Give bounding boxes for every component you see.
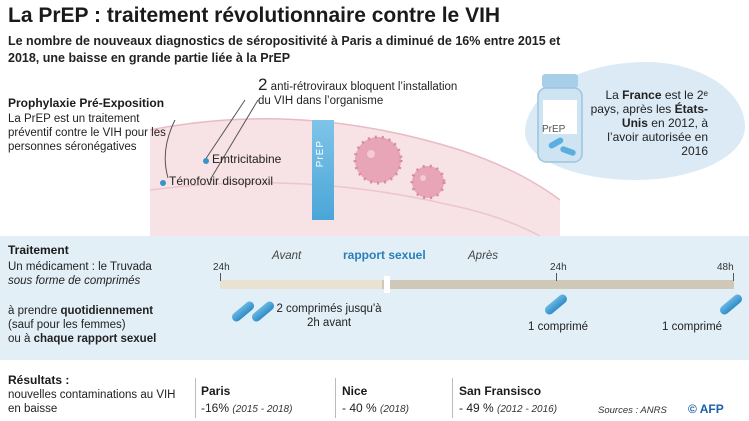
pill-bottle-icon [537,74,583,163]
value-san-francisco: - 49 % (2012 - 2016) [459,401,558,415]
prep-band-label: PrEP [315,140,326,168]
city-san-francisco: San Fransisco [459,384,542,398]
separator [335,378,336,418]
timeline-tick [733,273,734,281]
prophylaxie-text: La PrEP est un traitement préventif cont… [8,113,166,153]
prep-band [312,120,334,220]
timeline-tick [220,273,221,281]
resultats-text: nouvelles contaminations au VIH en baiss… [8,389,176,415]
city-paris: Paris [201,384,231,398]
traitement-heading: Traitement [8,243,69,257]
drug-marker [203,158,209,164]
tick-label-48h: 48h [717,262,734,273]
value-nice: - 40 % (2018) [342,401,409,415]
drug-tenofovir: Ténofovir disoproxil [169,174,274,188]
tick-label-start: 24h [213,262,230,273]
phase-avant: Avant [272,250,302,262]
traitement-line-1: Un médicament : le Truvada [8,261,152,273]
pill-label-24h: 1 comprimé [528,321,589,333]
france-text: La France est le 2ᵉ pays, après les État… [590,88,708,158]
separator [452,378,453,418]
antiretroviral-text: 2 anti-rétroviraux bloquent l’installati… [258,75,458,107]
treatment-panel [0,236,749,360]
timeline-before [220,280,382,289]
pill-label-before: 2 comprimés jusqu'à 2h avant [276,303,382,329]
sources: Sources : ANRS [598,405,667,416]
page-title: La PrEP : traitement révolutionnaire con… [8,4,501,27]
city-nice: Nice [342,384,368,398]
pill-label-48h: 1 comprimé [662,321,723,333]
phase-apres: Après [468,250,499,262]
timeline-rapport-marker [384,276,390,293]
traitement-line-5: ou à chaque rapport sexuel [8,333,157,345]
page-subtitle: Le nombre de nouveaux diagnostics de sér… [8,34,561,65]
rapport-sexuel-label: rapport sexuel [343,248,426,262]
resultats-heading: Résultats : [8,373,70,387]
timeline-bar [220,280,734,289]
virus-icon [353,135,403,185]
traitement-line-3: à prendre quotidiennement [8,305,154,317]
virus-icon [410,164,446,200]
value-paris: -16% (2015 - 2018) [201,401,293,415]
traitement-line-2: sous forme de comprimés [8,275,141,287]
tick-label-24h: 24h [550,262,567,273]
bottle-label: PrEP [542,124,566,135]
afp-logo: © AFP [688,402,724,416]
separator [195,378,196,418]
drug-emtricitabine: Emtricitabine [212,152,282,166]
prophylaxie-heading: Prophylaxie Pré-Exposition [8,96,165,110]
drug-marker [160,180,166,186]
illustration-background [149,99,561,236]
timeline-tick [556,273,557,281]
traitement-line-4: (sauf pour les femmes) [8,319,126,331]
